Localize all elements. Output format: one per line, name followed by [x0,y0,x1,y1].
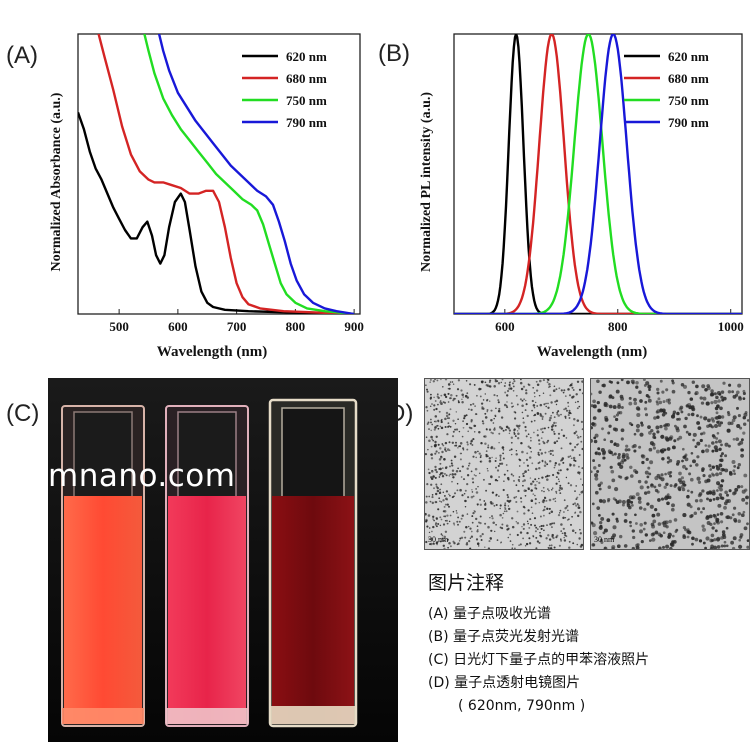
caption-line-a: (A) 量子点吸收光谱 [428,606,551,622]
chart-b-xtick-label: 600 [495,319,515,334]
chart-a-series-620nm [78,112,355,314]
chart-a-frame [77,33,361,315]
chart-b-xtick-label: 1000 [718,319,744,334]
caption-line-d: (D) 量子点透射电镜图片 [428,675,581,691]
panel-label-c: (C) [6,400,40,427]
cuvette-620 [61,405,145,727]
caption-title: 图片注释 [428,572,505,594]
figure-caption: 图片注释 (A) 量子点吸收光谱 (B) 量子点荧光发射光谱 (C) 日光灯下量… [428,568,649,718]
chart-a-xtick-label: 500 [109,319,129,334]
absorbance-chart: Normalized Absorbance (a.u.) Wavelength … [49,33,364,360]
caption-line-d-sizes: ( 620nm, 790nm ) [458,698,586,714]
cuvette-photo [48,378,398,742]
chart-a-legend-label: 620 nm [286,49,327,64]
tem-right-scale: 30 nm [594,535,615,544]
watermark-text: mnano.com [48,458,236,494]
chart-b-series-620nm [454,34,742,314]
panel-label-b: (B) [378,40,410,67]
chart-b-legend-label: 680 nm [668,71,709,86]
chart-a-xtick-label: 600 [168,319,188,334]
cuvettes-illustration [48,378,398,742]
chart-a-xtick-label: 800 [286,319,306,334]
chart-a-xtick-label: 700 [227,319,247,334]
tem-left-scale: 30 nm [428,535,449,544]
caption-line-b: (B) 量子点荧光发射光谱 [428,629,579,645]
chart-a-ylabel: Normalized Absorbance (a.u.) [49,92,64,271]
tem-image-620: 30 nm [424,378,584,550]
cuvette-680 [165,405,249,727]
chart-b-ylabel: Normalized PL intensity (a.u.) [419,92,434,272]
chart-a-series-680nm [97,34,355,314]
chart-a-xlabel: Wavelength (nm) [157,344,267,360]
cuvette-790 [268,398,358,728]
chart-a-legend-label: 790 nm [286,115,327,130]
chart-b-series-750nm [454,34,742,314]
chart-b-xlabel: Wavelength (nm) [537,344,647,360]
tem-image-790: 30 nm [590,378,750,550]
panel-label-a: (A) [6,42,38,69]
chart-b-legend-label: 790 nm [668,115,709,130]
chart-a-series-790nm [157,34,355,314]
chart-b-legend-label: 620 nm [668,49,709,64]
chart-b-series-790nm [454,34,742,314]
chart-a-series-750nm [143,34,355,314]
chart-b-legend-label: 750 nm [668,93,709,108]
caption-line-c: (C) 日光灯下量子点的甲苯溶液照片 [428,652,650,668]
chart-a-legend-label: 750 nm [286,93,327,108]
chart-a-legend-label: 680 nm [286,71,327,86]
chart-a-xtick-label: 900 [344,319,364,334]
pl-chart: Normalized PL intensity (a.u.) Wavelengt… [419,33,744,360]
chart-b-xtick-label: 800 [608,319,628,334]
